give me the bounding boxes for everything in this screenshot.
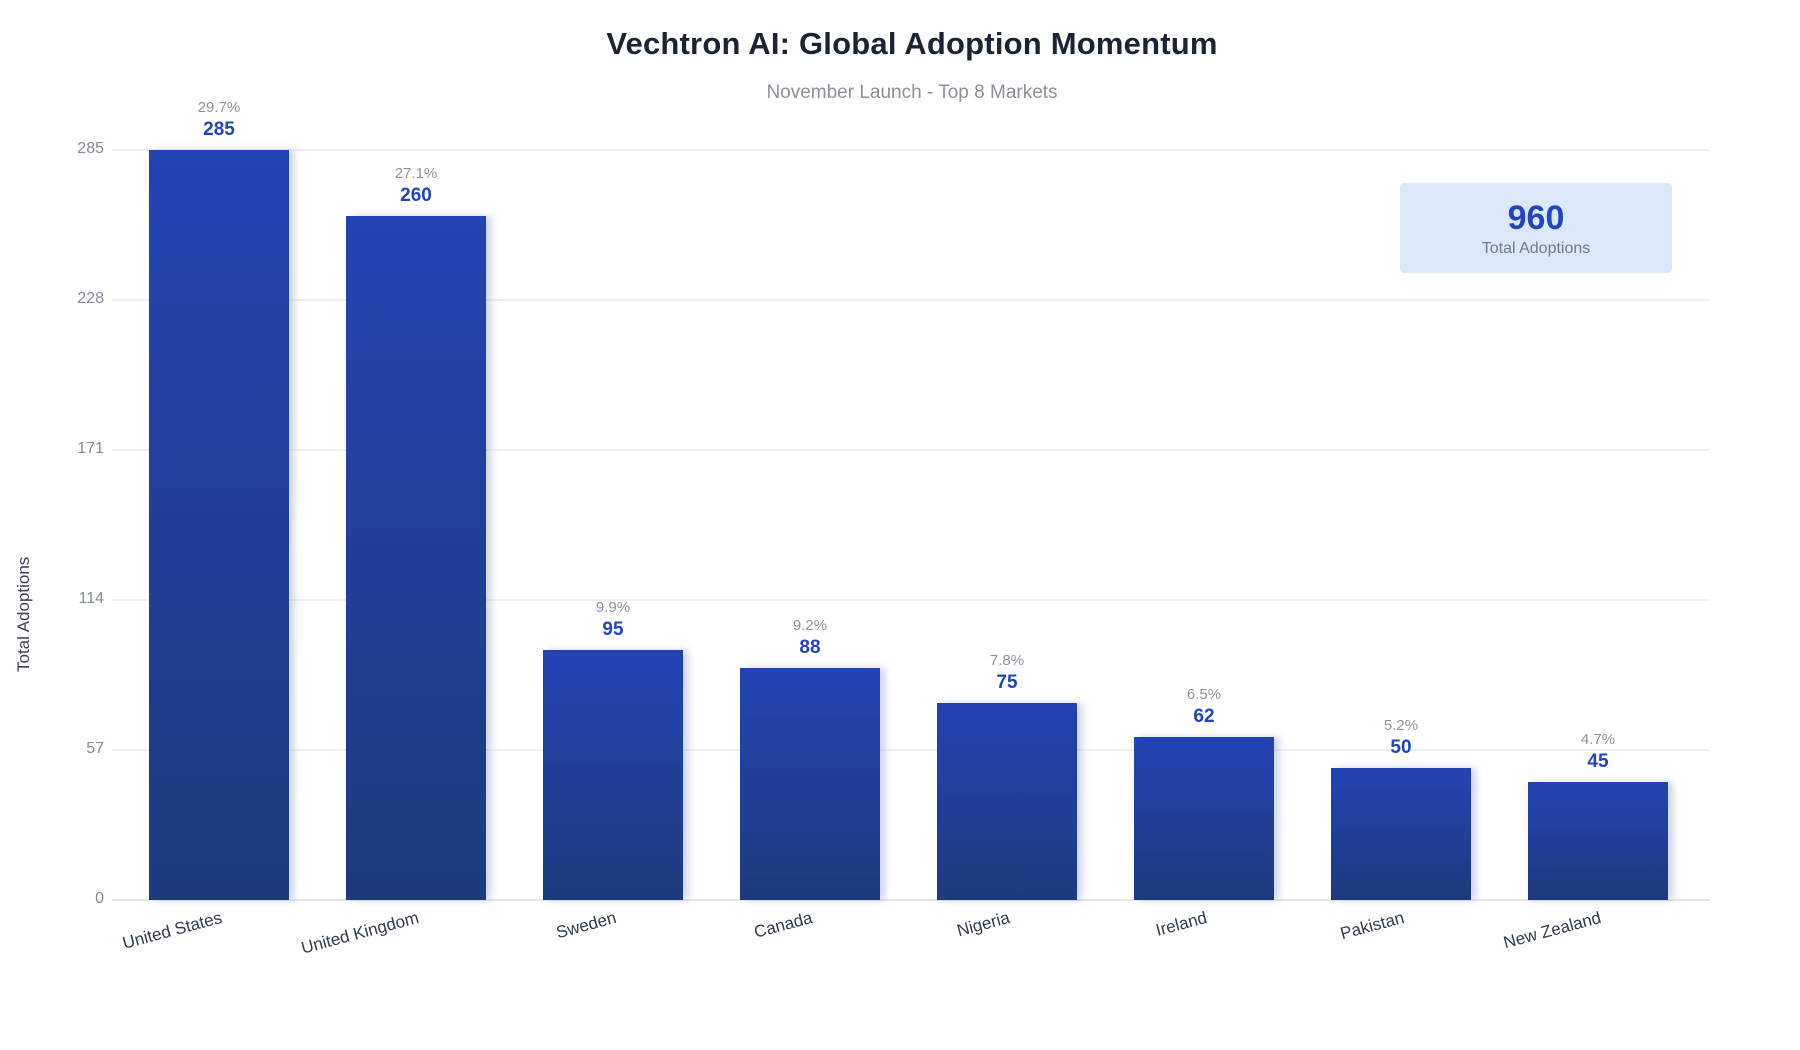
y-tick-label: 57 [86,740,104,757]
bar-value-label: 95 [602,619,624,640]
x-axis-label-ireland: Ireland [1153,908,1209,940]
bar-value-label: 62 [1193,705,1215,727]
bar-percent-label: 4.7% [1580,730,1616,748]
grid-line [112,299,1710,301]
bar-nigeria[interactable] [937,702,1077,900]
x-axis-label-sweden: Sweden [553,908,618,943]
y-tick-label: 0 [95,890,104,907]
bar-value-label: 45 [1587,750,1609,772]
bar-label-group: 4.7% 45 [1508,730,1688,774]
y-axis-title: Total Adoptions [14,556,33,672]
bar-sweden[interactable] [543,650,683,900]
page-title: Vechtron AI: Global Adoption Momentum [606,26,1218,61]
bar-value-label: 285 [203,119,235,140]
x-axis-label-united-states: United States [120,908,224,953]
total-adoptions-card: 960 Total Adoptions [1400,183,1672,273]
grid-line [112,899,1710,901]
grid-line [112,749,1710,751]
x-axis-label-united-kingdom: United Kingdom [299,908,421,958]
x-axis-label-pakistan: Pakistan [1338,908,1406,944]
bar-value-label: 50 [1390,737,1412,759]
bar-label-group: 5.2% 50 [1311,716,1491,760]
bar-label-group: 9.2% 88 [720,616,900,660]
bar-value-label: 88 [799,637,821,659]
bar-united-kingdom[interactable] [346,215,486,900]
bar-ireland[interactable] [1134,736,1274,900]
total-adoptions-value: 960 [1507,198,1565,237]
y-tick-label: 285 [77,140,104,157]
x-axis-label-new-zealand: New Zealand [1501,908,1603,953]
chart-subtitle: November Launch - Top 8 Markets [766,82,1058,103]
bar-percent-label: 29.7% [197,99,241,116]
bar-percent-label: 6.5% [1186,685,1222,703]
bar-label-group: 27.1% 260 [326,164,506,208]
bar-label-group: 6.5% 62 [1114,685,1294,729]
grid-line [112,449,1710,451]
bar-canada[interactable] [740,668,880,900]
grid-line [112,599,1710,601]
bar-percent-label: 27.1% [394,164,438,182]
x-axis-label-canada: Canada [752,908,815,942]
bar-united-states[interactable] [149,150,289,900]
bar-label-group: 29.7% 285 [129,98,309,142]
y-tick-label: 114 [78,590,104,607]
grid-line [112,149,1710,151]
y-tick-label: 228 [77,290,104,307]
total-adoptions-label: Total Adoptions [1481,239,1591,257]
bar-new-zealand[interactable] [1528,781,1668,900]
bar-label-group: 9.9% 95 [523,598,703,642]
x-axis-label-nigeria: Nigeria [954,908,1012,941]
bar-pakistan[interactable] [1331,768,1471,900]
bar-percent-label: 9.2% [792,617,828,635]
y-tick-label: 171 [77,440,104,457]
bar-value-label: 260 [400,184,432,206]
bar-label-group: 7.8% 75 [917,651,1097,695]
bar-percent-label: 7.8% [989,651,1025,669]
bar-value-label: 75 [996,671,1018,693]
bar-percent-label: 9.9% [595,599,631,616]
bar-chart: 29.7% 285 27.1% 260 9.9% 95 9.2% 88 7.8% 75 6.5% 62… [119,99,1705,900]
bar-percent-label: 5.2% [1383,717,1419,735]
